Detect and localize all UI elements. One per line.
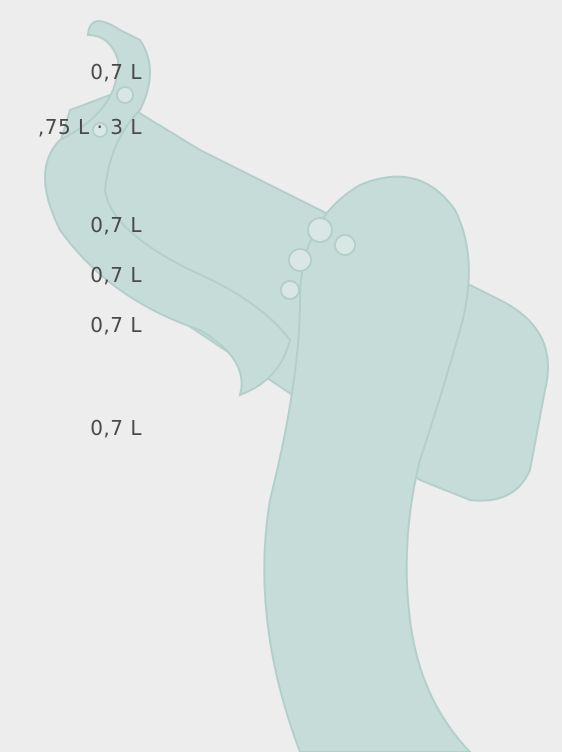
sucker [308,218,332,242]
illustration [0,0,562,752]
volume: 0,7 L [90,60,142,84]
volume: ,75 L · 3 L [38,115,142,139]
sucker [335,235,355,255]
volume: 0,7 L [90,213,142,237]
page: Volumes {"items": [ {"volume": "0,7 L"},… [0,0,562,752]
sucker [289,249,311,271]
volume: 0,7 L [90,313,142,337]
volume: 0,7 L [90,416,142,440]
sucker [117,87,133,103]
sucker [281,281,299,299]
volume: 0,7 L [90,263,142,287]
page-body: 0,7 L ,75 L · 3 L 0,7 L 0,7 L 0,7 L 0,7 … [0,0,562,752]
